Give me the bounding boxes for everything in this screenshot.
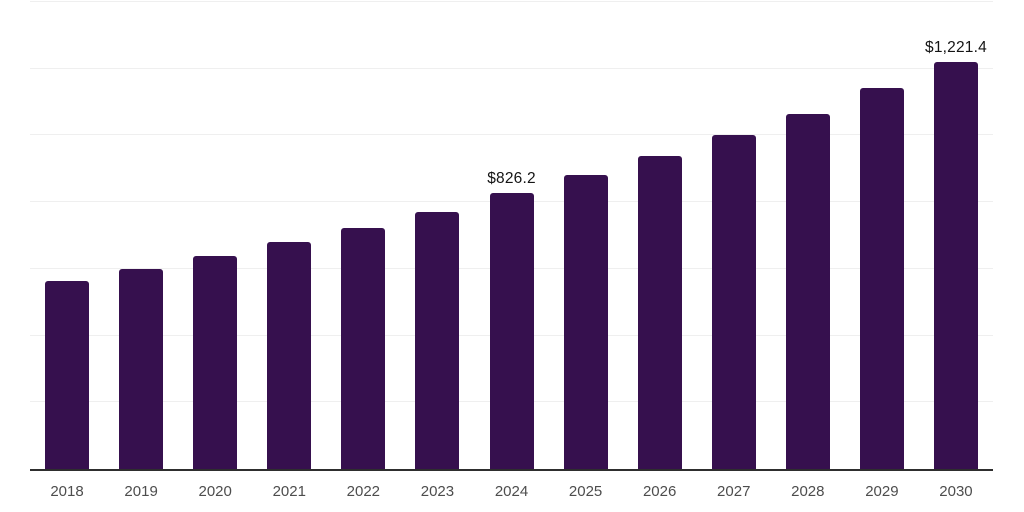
bar-2023[interactable] [415, 211, 460, 469]
x-tick-label-2020: 2020 [198, 483, 232, 500]
bar-2026[interactable] [637, 156, 682, 469]
bar-slot-2030: $1,221.4 [919, 2, 993, 469]
bar-2022[interactable] [341, 227, 386, 469]
bar-slot-2029 [845, 2, 919, 469]
x-tick-label-2019: 2019 [124, 483, 158, 500]
bar-slot-2018 [30, 2, 104, 469]
bar-slot-2028 [771, 2, 845, 469]
bar-2029[interactable] [859, 88, 904, 469]
bar-slot-2022 [326, 2, 400, 469]
x-tick-label-2024: 2024 [494, 483, 529, 500]
x-tick-label-2018: 2018 [50, 483, 84, 500]
bar-slot-2019 [104, 2, 178, 469]
data-label-2024: $826.2 [487, 170, 536, 188]
x-tick-label-2025: 2025 [568, 483, 603, 500]
bars: $826.2 $1,221.4 [30, 2, 993, 469]
x-tick-label-2027: 2027 [717, 483, 751, 500]
bar-2024[interactable]: $826.2 [487, 170, 536, 469]
bar-2030[interactable]: $1,221.4 [925, 39, 987, 469]
x-tick-label-2026: 2026 [642, 483, 677, 500]
bar-slot-2026 [623, 2, 697, 469]
gridline-1200 [30, 67, 993, 69]
gridline-1000 [30, 134, 993, 136]
x-tick-label-2028: 2028 [791, 483, 825, 500]
x-tick-label-2023: 2023 [420, 483, 455, 500]
x-tick-label-2021: 2021 [272, 483, 306, 500]
gridline-1400 [30, 1, 993, 2]
x-axis-labels: 2018 2019 2020 2021 2022 2023 2024 2025 2026 2027… [30, 483, 993, 500]
bar-slot-2023 [400, 2, 474, 469]
bar-2025[interactable] [563, 175, 608, 469]
bar-2027[interactable] [711, 135, 756, 469]
bar-slot-2020 [178, 2, 252, 469]
bar-slot-2021 [252, 2, 326, 469]
data-label-2030: $1,221.4 [925, 38, 987, 56]
bar-2020[interactable] [193, 256, 238, 469]
x-tick-label-2029: 2029 [865, 483, 899, 500]
bar-2028[interactable] [785, 113, 830, 469]
x-tick-label-2022: 2022 [346, 483, 381, 500]
bar-2018[interactable] [45, 281, 90, 469]
bar-2019[interactable] [119, 269, 164, 469]
bar-2021[interactable] [267, 242, 312, 469]
bar-slot-2027 [697, 2, 771, 469]
bar-slot-2025 [549, 2, 623, 469]
bar-slot-2024: $826.2 [474, 2, 548, 469]
plot-area: $826.2 $1,221.4 [30, 1, 993, 471]
x-tick-label-2030: 2030 [939, 483, 973, 500]
